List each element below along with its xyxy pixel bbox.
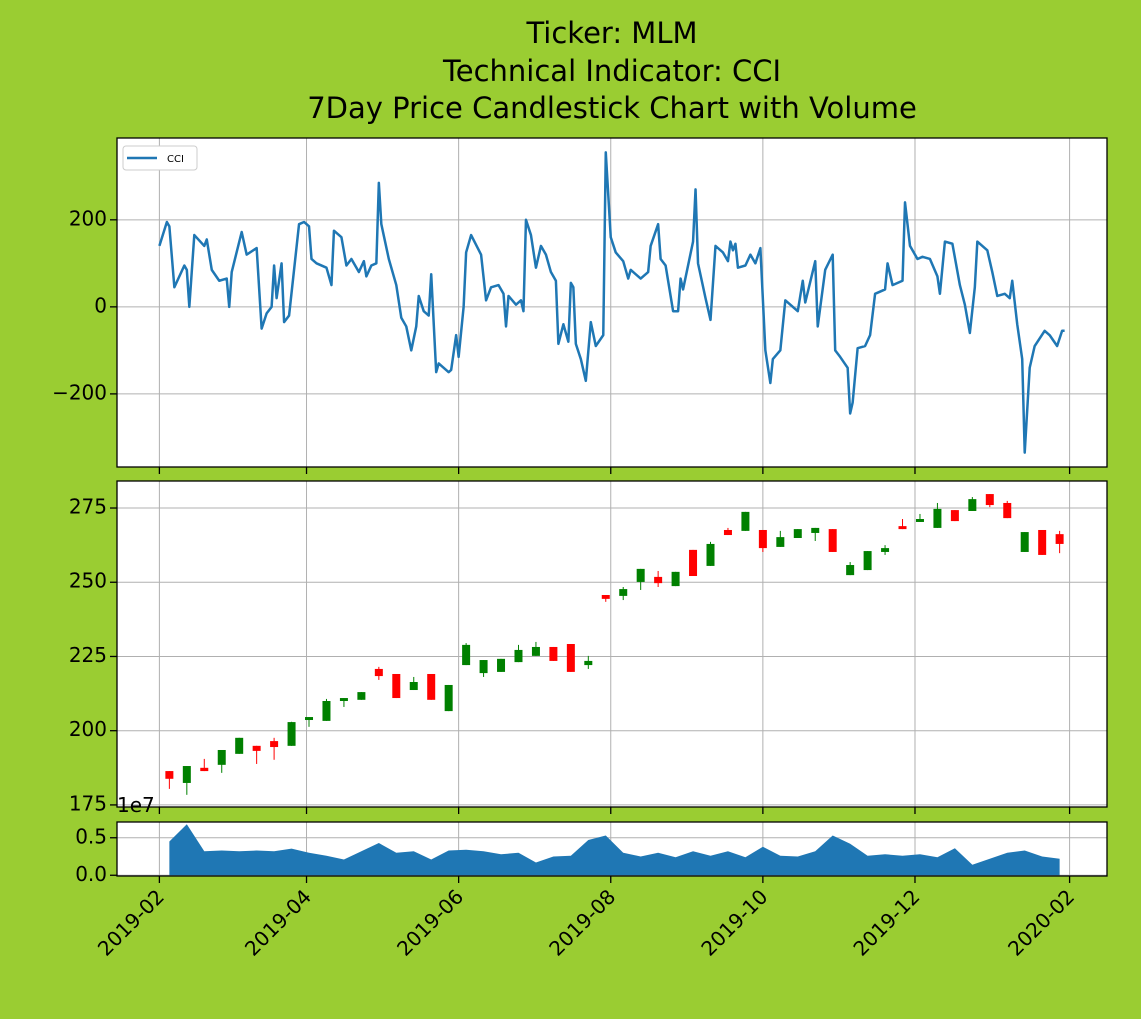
candle-body xyxy=(950,510,959,522)
candle-body xyxy=(1003,502,1012,519)
candle-body xyxy=(305,717,314,721)
candle-body xyxy=(392,673,401,699)
plot-frame xyxy=(116,821,1108,877)
candle-body xyxy=(601,595,610,599)
plot-frame xyxy=(116,480,1108,808)
candle-body xyxy=(968,499,977,511)
candle-body xyxy=(881,548,890,552)
candle-body xyxy=(444,684,453,712)
candle-body xyxy=(497,658,506,672)
candle-body xyxy=(584,660,593,666)
y-tick-label: 250 xyxy=(69,569,107,593)
candle-body xyxy=(409,682,418,691)
candle-body xyxy=(985,494,994,506)
candle-body xyxy=(339,698,348,702)
y-tick-label: 200 xyxy=(69,206,107,230)
candle-body xyxy=(723,529,732,536)
candle-body xyxy=(793,529,802,539)
plot-area xyxy=(117,138,1107,467)
candle-body xyxy=(165,771,174,779)
candle-body xyxy=(549,646,558,661)
candle-body xyxy=(933,508,942,528)
x-tick-label: 2019-08 xyxy=(544,885,620,961)
y-tick-label: 0.5 xyxy=(75,824,107,848)
candle-body xyxy=(566,644,575,672)
y-tick-label: 0 xyxy=(94,293,107,317)
candle-body xyxy=(287,722,296,746)
candle-body xyxy=(654,576,663,584)
y-tick-label: 200 xyxy=(69,717,107,741)
candle-body xyxy=(322,701,331,721)
candle-body xyxy=(636,568,645,582)
legend-label: CCI xyxy=(167,154,184,165)
candle-body xyxy=(531,646,540,656)
candle-body xyxy=(1055,534,1064,544)
area xyxy=(169,824,1060,876)
candle-body xyxy=(776,537,785,547)
x-tick-label: 2019-12 xyxy=(848,885,924,961)
candle-body xyxy=(811,527,820,533)
candle-body xyxy=(479,660,488,674)
candle-body xyxy=(758,529,767,549)
candle-body xyxy=(846,565,855,576)
candle-body xyxy=(915,519,924,522)
candle-body xyxy=(1038,529,1047,555)
candle-body xyxy=(270,741,279,748)
candle-body xyxy=(235,737,244,754)
candle-body xyxy=(706,543,715,566)
x-tick-label: 2019-10 xyxy=(696,885,772,961)
plot-frame xyxy=(116,137,1108,468)
candle-body xyxy=(200,767,209,772)
candle-body xyxy=(182,766,191,783)
legend-box xyxy=(122,145,198,171)
x-tick-label: 2020-02 xyxy=(1003,885,1079,961)
candle-body xyxy=(671,571,680,587)
y-tick-label: 175 xyxy=(69,791,107,815)
candle-body xyxy=(357,692,366,700)
plot-area xyxy=(117,481,1107,807)
y-tick-label: 225 xyxy=(69,643,107,667)
candle-body xyxy=(1020,532,1029,552)
y-offset-label: 1e7 xyxy=(117,793,155,817)
candle-body xyxy=(689,549,698,577)
candle-body xyxy=(898,526,907,530)
chart-subtitle: Technical Indicator: CCI xyxy=(442,54,781,88)
y-tick-label: 0.0 xyxy=(75,862,107,886)
candle-body xyxy=(217,749,226,765)
candle-body xyxy=(462,644,471,666)
y-tick-label: 275 xyxy=(69,495,107,519)
candle-body xyxy=(427,673,436,700)
x-tick-label: 2019-02 xyxy=(93,885,169,961)
candle-body xyxy=(514,649,523,663)
candle-body xyxy=(252,745,261,751)
candle-body xyxy=(619,589,628,596)
x-tick-label: 2019-06 xyxy=(392,885,468,961)
candle-body xyxy=(374,668,383,677)
y-tick-label: −200 xyxy=(52,380,107,404)
candle-body xyxy=(863,551,872,571)
x-tick-label: 2019-04 xyxy=(240,885,316,961)
line xyxy=(158,151,1065,454)
chart-subtitle: 7Day Price Candlestick Chart with Volume xyxy=(307,91,917,125)
chart-title: Ticker: MLM xyxy=(525,16,697,50)
candle-body xyxy=(741,511,750,531)
candle-body xyxy=(828,529,837,552)
